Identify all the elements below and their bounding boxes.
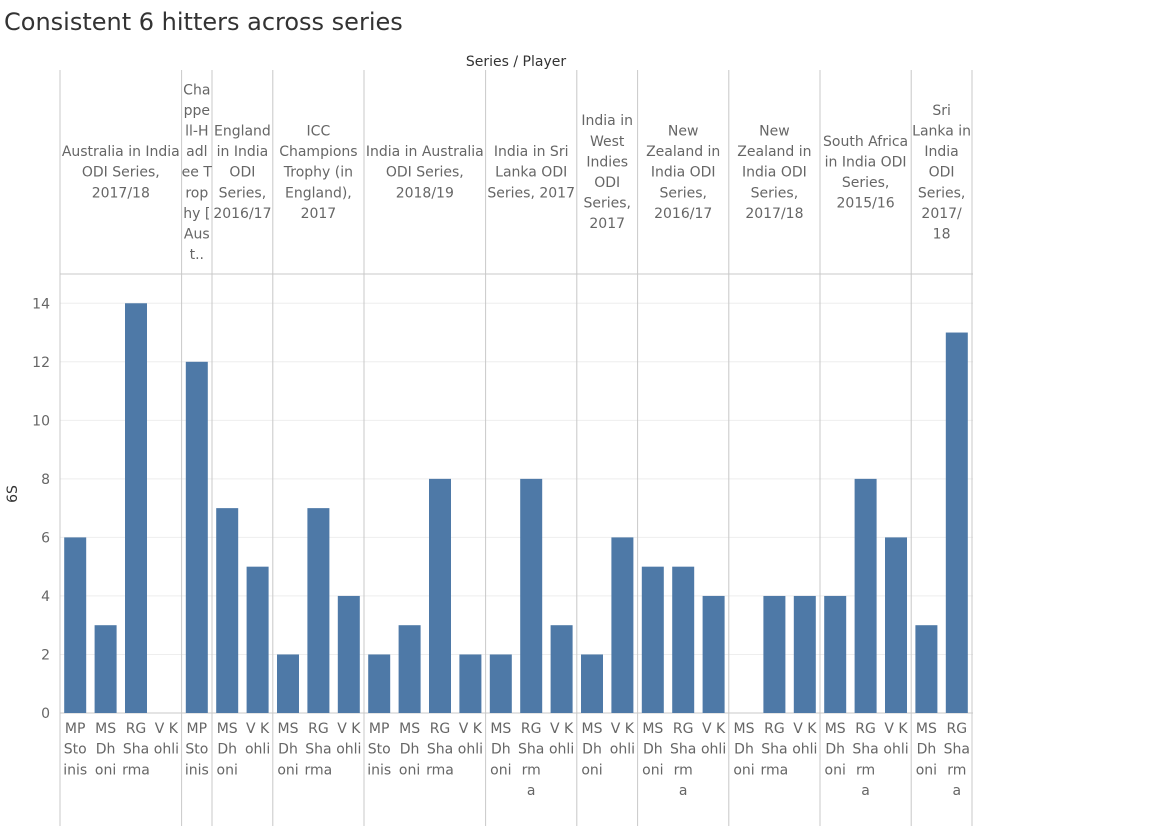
bar (368, 654, 391, 713)
panel-dividers (59, 70, 973, 826)
bar (550, 625, 573, 713)
bar (672, 566, 695, 713)
y-tick-label: 2 (41, 647, 50, 663)
y-tick-label: 10 (32, 413, 50, 429)
series-header: Australia in India ODI Series, 2017/18 (62, 144, 180, 201)
y-axis: 0 2 4 6 8 10 12 14 (32, 296, 50, 722)
player-label: MS Dh oni (642, 721, 663, 778)
bar (185, 361, 208, 713)
player-label: MS Dh oni (581, 721, 602, 778)
y-tick-label: 12 (32, 355, 50, 371)
player-label: MP Sto inis (367, 721, 391, 778)
y-tick-label: 6 (41, 530, 50, 546)
bar (64, 537, 87, 713)
player-label: MS Dh oni (490, 721, 511, 778)
bar (885, 537, 907, 713)
bar (915, 625, 938, 713)
bar (246, 566, 269, 713)
series-header: New Zealand in India ODI Series, 2017/18 (737, 124, 811, 222)
y-tick-label: 0 (41, 706, 50, 722)
bar (216, 508, 239, 713)
bar (763, 595, 786, 713)
y-axis-label: 6S (5, 485, 21, 503)
bar (702, 595, 725, 713)
player-label: MS Dh oni (399, 721, 420, 778)
bar (489, 654, 512, 713)
y-tick-label: 8 (41, 472, 50, 488)
player-label: MP Sto inis (185, 721, 209, 778)
bar (945, 332, 968, 713)
header-title: Series / Player (466, 54, 566, 70)
player-label: MP Sto inis (63, 721, 87, 778)
bar (398, 625, 421, 713)
bar (459, 654, 482, 713)
y-tick-label: 4 (41, 589, 50, 605)
player-label: MS Dh oni (825, 721, 846, 778)
bar (337, 595, 360, 713)
chart-title: Consistent 6 hitters across series (4, 8, 403, 36)
bar (854, 478, 877, 713)
series-header: India in Sri Lanka ODI Series, 2017 (487, 144, 575, 201)
bar (824, 595, 847, 713)
bar (429, 478, 451, 713)
series-header: England in India ODI Series, 2016/17 (213, 124, 271, 222)
y-tick-label: 14 (32, 296, 50, 312)
series-header: India in Australia ODI Series, 2018/19 (366, 144, 484, 201)
player-label: MS Dh oni (277, 721, 298, 778)
player-label: MS Dh oni (916, 721, 937, 778)
series-header: South Africa in India ODI Series, 2015/16 (823, 134, 908, 212)
bar (277, 654, 299, 713)
bar (94, 625, 117, 713)
series-header: New Zealand in India ODI Series, 2016/17 (646, 124, 720, 222)
series-header: Sri Lanka in India ODI Series, 2017/18 (912, 103, 971, 243)
bar (611, 537, 634, 713)
bar (125, 303, 147, 713)
bar (520, 478, 543, 713)
bar (641, 566, 664, 713)
player-label: MS Dh oni (95, 721, 116, 778)
bars (64, 303, 968, 713)
bar (581, 654, 603, 713)
series-header: India in West Indies ODI Series, 2017 (581, 113, 633, 232)
bar (307, 508, 330, 713)
player-label: MS Dh oni (217, 721, 238, 778)
bar (793, 595, 816, 713)
player-label: MS Dh oni (733, 721, 754, 778)
series-header: ICC Champions Trophy (in England), 2017 (279, 124, 357, 222)
